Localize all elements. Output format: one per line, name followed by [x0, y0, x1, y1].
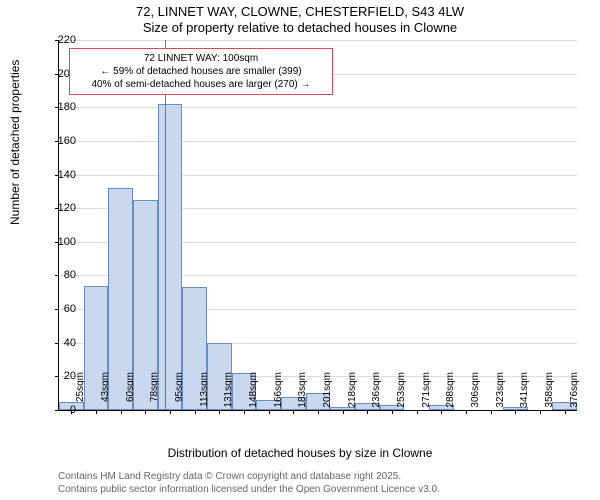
- ytick-label: 220: [46, 34, 76, 46]
- xtick-mark: [515, 410, 516, 414]
- ytick-label: 60: [46, 303, 76, 315]
- ytick-label: 120: [46, 202, 76, 214]
- ytick-label: 80: [46, 269, 76, 281]
- xtick-label: 306sqm: [470, 372, 481, 412]
- xtick-mark: [170, 410, 171, 414]
- xtick-label: 376sqm: [569, 372, 580, 412]
- xtick-mark: [145, 410, 146, 414]
- gridline: [59, 107, 577, 108]
- footer-line2: Contains public sector information licen…: [58, 483, 440, 496]
- xtick-mark: [293, 410, 294, 414]
- property-marker-line: [165, 40, 166, 410]
- xtick-mark: [195, 410, 196, 414]
- ytick-label: 160: [46, 135, 76, 147]
- chart-plot-area: 25sqm43sqm60sqm78sqm95sqm113sqm131sqm148…: [58, 40, 577, 411]
- annotation-line1: 72 LINNET WAY: 100sqm: [76, 52, 326, 65]
- xtick-mark: [367, 410, 368, 414]
- xtick-label: 341sqm: [519, 372, 530, 412]
- ytick-label: 20: [46, 370, 76, 382]
- footer-line1: Contains HM Land Registry data © Crown c…: [58, 470, 440, 483]
- annotation-box: 72 LINNET WAY: 100sqm← 59% of detached h…: [69, 48, 333, 95]
- xtick-mark: [417, 410, 418, 414]
- annotation-line2: ← 59% of detached houses are smaller (39…: [76, 65, 326, 78]
- annotation-line3: 40% of semi-detached houses are larger (…: [76, 78, 326, 91]
- xtick-mark: [540, 410, 541, 414]
- y-axis-label: Number of detached properties: [8, 60, 22, 225]
- xtick-label: 253sqm: [396, 372, 407, 412]
- xtick-mark: [269, 410, 270, 414]
- xtick-mark: [491, 410, 492, 414]
- xtick-mark: [343, 410, 344, 414]
- ytick-label: 100: [46, 236, 76, 248]
- xtick-label: 288sqm: [445, 372, 456, 412]
- xtick-mark: [318, 410, 319, 414]
- ytick-label: 0: [46, 404, 76, 416]
- histogram-bar: [158, 104, 183, 410]
- chart-footer: Contains HM Land Registry data © Crown c…: [58, 470, 440, 496]
- gridline: [59, 141, 577, 142]
- xtick-mark: [392, 410, 393, 414]
- xtick-mark: [121, 410, 122, 414]
- xtick-mark: [96, 410, 97, 414]
- chart-title-line2: Size of property relative to detached ho…: [0, 20, 600, 35]
- xtick-mark: [441, 410, 442, 414]
- xtick-mark: [244, 410, 245, 414]
- xtick-mark: [219, 410, 220, 414]
- ytick-label: 180: [46, 101, 76, 113]
- gridline: [59, 40, 577, 41]
- gridline: [59, 175, 577, 176]
- ytick-label: 40: [46, 337, 76, 349]
- xtick-mark: [466, 410, 467, 414]
- chart-title-line1: 72, LINNET WAY, CLOWNE, CHESTERFIELD, S4…: [0, 4, 600, 19]
- ytick-label: 140: [46, 169, 76, 181]
- x-axis-label: Distribution of detached houses by size …: [0, 446, 600, 460]
- xtick-mark: [565, 410, 566, 414]
